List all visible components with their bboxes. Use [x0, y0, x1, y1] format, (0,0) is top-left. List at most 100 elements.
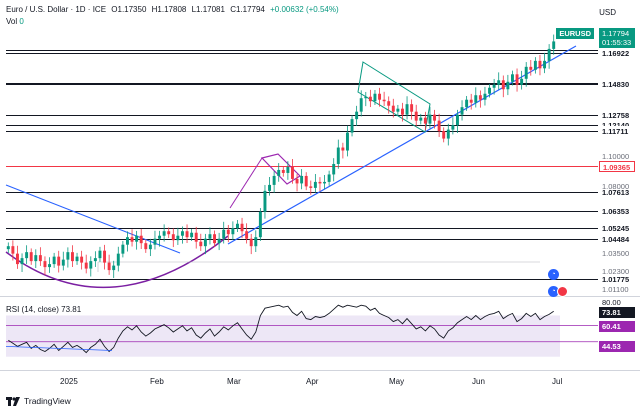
- downtrend-line: [5, 184, 181, 254]
- candle-body: [277, 169, 281, 176]
- rsi-level-lower: 44.53: [599, 341, 635, 352]
- candle-body: [483, 93, 487, 100]
- volume-legend: Vol 0: [6, 17, 24, 26]
- candle-body: [121, 244, 125, 254]
- flag-pattern: [260, 153, 301, 185]
- candle-body: [469, 99, 473, 103]
- candle-body: [29, 252, 33, 262]
- candle-body: [6, 246, 10, 250]
- rounding-bottom-arc: [5, 235, 229, 289]
- candle-body: [501, 80, 505, 90]
- rsi-line: [8, 304, 554, 354]
- us-flag-icon[interactable]: [557, 286, 568, 297]
- candle-body: [272, 175, 276, 185]
- symbol-name[interactable]: Euro / U.S. Dollar · 1D · ICE: [6, 5, 107, 14]
- candle-body: [419, 117, 423, 121]
- candle-body: [194, 232, 198, 242]
- candle-body: [428, 114, 432, 124]
- rsi-band: [6, 315, 560, 357]
- candle-body: [382, 99, 386, 102]
- candle-body: [414, 111, 418, 121]
- candle-body: [364, 96, 368, 99]
- candle-body: [222, 229, 226, 239]
- candle-body: [290, 166, 294, 179]
- candle-body: [75, 256, 79, 262]
- last-price: 1.17794: [602, 29, 630, 38]
- time-tick: Apr: [306, 377, 319, 386]
- last-price-box: 1.17794 01:55:33: [599, 28, 635, 48]
- candle-body: [350, 119, 354, 133]
- candle-body: [20, 258, 24, 265]
- candle-body: [533, 60, 537, 70]
- tradingview-logo-icon: [6, 396, 20, 406]
- rsi-current-value: 73.81: [599, 307, 635, 318]
- candle-body: [451, 125, 455, 130]
- candle-body: [235, 223, 239, 229]
- event-icon[interactable]: ◔: [548, 286, 559, 297]
- candle-body: [153, 238, 157, 245]
- price-axis-tick: 1.10000: [602, 152, 630, 161]
- candle-body: [84, 262, 88, 269]
- rsi-value-legend: 73.81: [61, 305, 82, 314]
- candle-body: [396, 108, 400, 112]
- candle-body: [208, 234, 212, 239]
- candle-body: [455, 114, 459, 126]
- price-axis-tick: 1.01100: [602, 285, 629, 295]
- event-icon[interactable]: ◔: [548, 269, 559, 280]
- candle-body: [70, 252, 74, 262]
- candle-body: [167, 231, 171, 235]
- candle-body: [213, 234, 217, 244]
- candle-body: [217, 238, 221, 244]
- candle-body: [98, 250, 102, 259]
- candle-body: [263, 190, 267, 212]
- candle-body: [538, 60, 542, 69]
- candle-body: [313, 181, 317, 188]
- volume-value: 0: [19, 17, 24, 26]
- price-level-label: 1.07613: [599, 187, 635, 198]
- candlestick-series: [6, 34, 556, 279]
- candle-body: [11, 246, 15, 254]
- candle-body: [38, 255, 42, 262]
- price-level-label: 1.01775: [599, 274, 635, 285]
- candle-body: [378, 93, 382, 100]
- candle-body: [254, 237, 258, 247]
- candle-body: [547, 48, 551, 61]
- candle-body: [125, 237, 129, 245]
- currency-label[interactable]: USD: [599, 8, 616, 17]
- candle-body: [245, 231, 249, 239]
- rsi-title[interactable]: RSI (14, close): [6, 305, 59, 314]
- candle-body: [529, 66, 533, 70]
- candle-body: [323, 181, 327, 184]
- bullish-flag-channel: [357, 61, 431, 133]
- tradingview-brand[interactable]: TradingView: [6, 396, 71, 406]
- candle-body: [203, 238, 207, 247]
- candle-body: [258, 211, 262, 238]
- candle-body: [80, 256, 84, 263]
- candle-body: [460, 107, 464, 115]
- price-level-label: 1.06353: [599, 206, 635, 217]
- candle-body: [15, 253, 19, 265]
- volume-label[interactable]: Vol: [6, 17, 18, 26]
- candle-body: [199, 241, 203, 247]
- candle-body: [387, 101, 391, 106]
- time-tick: Mar: [227, 377, 241, 386]
- candle-body: [130, 237, 134, 242]
- candle-body: [240, 223, 244, 232]
- candle-body: [359, 98, 363, 112]
- candle-body: [144, 243, 148, 250]
- candle-body: [543, 60, 547, 69]
- candle-body: [249, 238, 253, 247]
- candle-body: [368, 96, 372, 102]
- uptrend-line: [227, 45, 577, 245]
- candle-body: [93, 258, 97, 262]
- symbol-tag: EURUSD: [556, 28, 594, 39]
- candle-body: [52, 256, 56, 265]
- price-level-label: 1.16922: [599, 48, 635, 59]
- candle-body: [300, 175, 304, 184]
- candle-body: [341, 147, 345, 151]
- chart-legend: Euro / U.S. Dollar · 1D · ICE O1.17350 H…: [6, 5, 342, 14]
- candle-body: [478, 95, 482, 100]
- candle-body: [139, 235, 143, 244]
- candle-body: [190, 232, 194, 238]
